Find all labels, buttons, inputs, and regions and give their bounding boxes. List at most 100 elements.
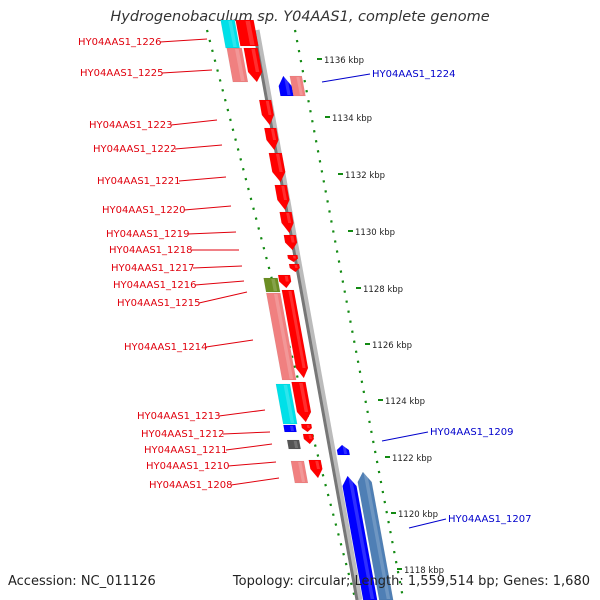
gene-feature[interactable]: [287, 254, 299, 263]
gene-label[interactable]: HY04AAS1_1211: [144, 445, 227, 456]
gene-feature[interactable]: [283, 234, 298, 251]
scale-tick-label: 1134 kbp: [332, 114, 372, 124]
gene-label[interactable]: HY04AAS1_1215: [117, 298, 200, 309]
gene-feature[interactable]: [302, 433, 315, 445]
gene-label-leader: [225, 443, 273, 451]
gene-feature-highlight: [290, 236, 295, 243]
gene-feature-highlight: [296, 77, 303, 95]
scale-tick-label: 1118 kbp: [404, 566, 444, 576]
gene-label[interactable]: HY04AAS1_1213: [137, 411, 220, 422]
gene-feature[interactable]: [342, 475, 378, 600]
gene-feature-highlight: [293, 441, 299, 448]
gene-label[interactable]: HY04AAS1_1208: [149, 480, 232, 491]
gene-feature-highlight: [299, 383, 309, 412]
gene-feature[interactable]: [291, 381, 312, 423]
gene-feature-highlight: [292, 256, 296, 259]
gene-feature[interactable]: [277, 274, 292, 289]
gene-feature[interactable]: [281, 289, 309, 379]
gene-feature[interactable]: [263, 277, 281, 293]
gene-label[interactable]: HY04AAS1_1214: [124, 342, 207, 353]
gene-feature-highlight: [271, 279, 278, 291]
gene-label-leader: [381, 431, 429, 442]
gene-label[interactable]: HY04AAS1_1226: [78, 37, 161, 48]
gene-label-leader: [222, 431, 271, 435]
gene-feature[interactable]: [243, 47, 263, 83]
gene-feature[interactable]: [226, 47, 249, 83]
gene-label[interactable]: HY04AAS1_1222: [93, 144, 176, 155]
gene-feature-highlight: [294, 265, 298, 268]
gene-feature[interactable]: [357, 471, 394, 600]
gene-feature-highlight: [298, 462, 306, 482]
gene-feature-highlight: [284, 77, 291, 95]
gene-label-leader: [178, 176, 227, 182]
gene-label-leader: [183, 205, 232, 211]
gene-feature-highlight: [290, 426, 294, 431]
gene-label-leader: [230, 477, 280, 486]
gene-label-leader: [227, 461, 277, 467]
gene-feature-highlight: [265, 101, 272, 115]
gene-feature[interactable]: [286, 439, 301, 450]
gene-labels: HY04AAS1_1226 HY04AAS1_1225 HY04AAS1_1223 H…: [78, 37, 531, 525]
scale-tick-label: 1130 kbp: [355, 228, 395, 238]
gene-label-leader: [192, 265, 243, 269]
gene-feature[interactable]: [263, 127, 279, 151]
gene-label-leader: [194, 280, 245, 286]
gene-feature[interactable]: [283, 424, 297, 433]
scale-tick-label: 1128 kbp: [363, 285, 403, 295]
gene-label-leader: [159, 38, 208, 43]
gene-label[interactable]: HY04AAS1_1210: [146, 461, 229, 472]
scale-ticks: 1136 kbp 1134 kbp 1132 kbp 1130 kbp 1128 kbp…: [317, 56, 444, 576]
gene-feature-highlight: [245, 21, 255, 45]
gene-feature[interactable]: [300, 423, 313, 433]
gene-label[interactable]: HY04AAS1_1207: [448, 514, 531, 525]
gene-label-leader: [408, 518, 447, 529]
gene-feature[interactable]: [288, 263, 301, 273]
gene-feature-highlight: [284, 276, 289, 282]
gene-feature[interactable]: [336, 444, 351, 456]
gene-feature-highlight: [306, 425, 310, 428]
gene-feature-highlight: [251, 49, 260, 72]
gene-feature-highlight: [286, 213, 292, 223]
gene-feature-highlight: [270, 129, 277, 140]
genome-backbone: [252, 29, 359, 600]
gene-feature[interactable]: [308, 459, 323, 479]
gene-feature-highlight: [363, 473, 391, 599]
gene-feature[interactable]: [274, 184, 290, 211]
gene-label-leader: [170, 119, 218, 126]
gene-label[interactable]: HY04AAS1_1224: [372, 69, 455, 80]
scale-tick-label: 1124 kbp: [385, 397, 425, 407]
gene-label[interactable]: HY04AAS1_1220: [102, 205, 185, 216]
gene-feature[interactable]: [268, 152, 286, 183]
label-leaders: [159, 38, 447, 529]
gene-label[interactable]: HY04AAS1_1223: [89, 120, 172, 131]
gene-feature-highlight: [283, 385, 295, 423]
gene-label-leader: [321, 73, 371, 83]
gene-label[interactable]: HY04AAS1_1212: [141, 429, 224, 440]
gene-feature[interactable]: [278, 75, 294, 97]
gene-feature-highlight: [235, 49, 245, 81]
gene-label[interactable]: HY04AAS1_1221: [97, 176, 180, 187]
scale-tick-label: 1136 kbp: [324, 56, 364, 66]
gene-feature[interactable]: [266, 292, 297, 381]
gene-label-leader: [218, 409, 266, 417]
gene-feature-highlight: [348, 477, 375, 599]
gene-feature[interactable]: [235, 19, 259, 47]
gene-feature-highlight: [288, 291, 306, 368]
gene-feature[interactable]: [275, 383, 298, 425]
gene-feature[interactable]: [258, 99, 275, 126]
gene-label[interactable]: HY04AAS1_1219: [106, 229, 189, 240]
gene-label[interactable]: HY04AAS1_1217: [111, 263, 194, 274]
genome-backbone-shadow: [254, 29, 363, 600]
gene-label[interactable]: HY04AAS1_1225: [80, 68, 163, 79]
gene-label[interactable]: HY04AAS1_1218: [109, 245, 192, 256]
gene-label[interactable]: HY04AAS1_1209: [430, 427, 513, 438]
gene-feature-highlight: [308, 435, 312, 439]
topology-text: Topology: circular; Length: 1,559,514 bp…: [232, 574, 590, 589]
gene-feature-highlight: [276, 154, 283, 172]
gene-label[interactable]: HY04AAS1_1216: [113, 280, 196, 291]
scale-tick-label: 1122 kbp: [392, 454, 432, 464]
gene-feature[interactable]: [279, 211, 294, 234]
gene-feature[interactable]: [289, 75, 306, 97]
gene-feature[interactable]: [290, 460, 309, 484]
